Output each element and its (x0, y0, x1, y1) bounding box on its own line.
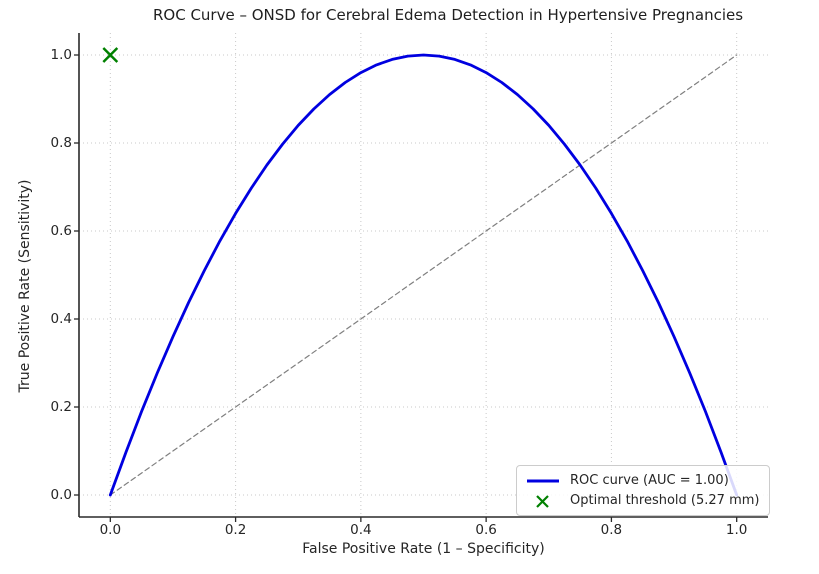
legend-label-optimal-threshold: Optimal threshold (5.27 mm) (570, 493, 760, 508)
x-tick-label: 0.0 (99, 522, 122, 538)
optimal-threshold-x-icon (536, 494, 549, 508)
legend-item-roc-curve: ROC curve (AUC = 1.00) (525, 471, 759, 490)
x-tick-label: 1.0 (725, 522, 748, 538)
y-tick-label: 0.2 (50, 399, 72, 415)
legend: ROC curve (AUC = 1.00) Optimal threshold… (516, 465, 771, 516)
y-tick-label: 0.6 (50, 223, 72, 239)
legend-label-roc-curve: ROC curve (AUC = 1.00) (570, 473, 729, 488)
chart-title: ROC Curve – ONSD for Cerebral Edema Dete… (152, 6, 744, 24)
y-tick-label: 0.8 (50, 135, 72, 151)
y-axis-label: True Positive Rate (Sensitivity) (17, 179, 33, 393)
y-tick-label: 1.0 (50, 47, 72, 63)
legend-item-optimal-threshold: Optimal threshold (5.27 mm) (525, 491, 759, 510)
x-tick-label: 0.4 (350, 522, 372, 538)
x-axis-label: False Positive Rate (1 – Specificity) (302, 541, 545, 557)
x-tick-label: 0.8 (600, 522, 623, 538)
x-tick-label: 0.6 (475, 522, 497, 538)
y-tick-label: 0.4 (50, 311, 72, 327)
y-tick-label: 0.0 (50, 487, 72, 503)
roc-curve-line-icon (527, 479, 559, 482)
x-tick-label: 0.2 (224, 522, 247, 538)
